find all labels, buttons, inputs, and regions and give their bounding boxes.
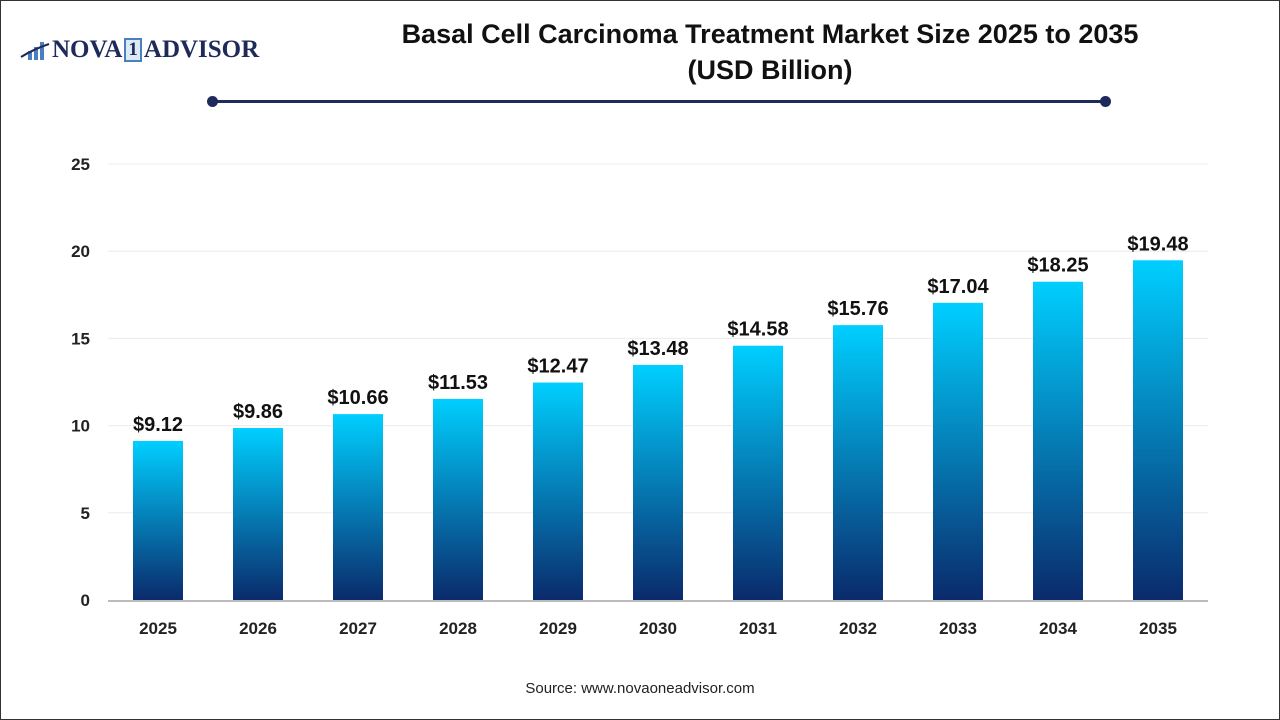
rule-dot-right (1100, 96, 1111, 107)
bar (833, 325, 883, 600)
bar (233, 428, 283, 600)
logo-text-one: 1 (124, 38, 142, 62)
bar (333, 414, 383, 600)
x-tick-label: 2032 (839, 619, 877, 638)
bar-chart-logo-icon (20, 42, 50, 60)
data-label: $10.66 (327, 387, 388, 409)
x-tick-label: 2029 (539, 619, 577, 638)
data-label: $9.12 (133, 414, 183, 436)
x-tick-label: 2034 (1039, 619, 1077, 638)
y-tick-label: 5 (81, 504, 90, 523)
data-label: $15.76 (827, 298, 888, 320)
data-label: $17.04 (927, 276, 989, 298)
data-label: $18.25 (1027, 255, 1088, 277)
x-tick-label: 2030 (639, 619, 677, 638)
logo-text-advisor: ADVISOR (143, 36, 260, 63)
bar (1133, 260, 1183, 600)
data-label: $14.58 (727, 319, 788, 341)
y-tick-label: 15 (71, 329, 90, 348)
x-tick-label: 2031 (739, 619, 777, 638)
chart-title: Basal Cell Carcinoma Treatment Market Si… (300, 16, 1240, 88)
bar (1033, 281, 1083, 600)
bar (433, 398, 483, 600)
bar (733, 345, 783, 600)
bar (133, 440, 183, 600)
source-note: Source: www.novaoneadvisor.com (525, 680, 755, 697)
y-tick-label: 25 (71, 155, 90, 174)
title-text: Basal Cell Carcinoma Treatment Market Si… (401, 19, 1139, 49)
bar (633, 364, 683, 600)
x-tick-label: 2035 (1139, 619, 1177, 638)
y-tick-label: 10 (71, 417, 90, 436)
x-tick-label: 2026 (239, 619, 277, 638)
y-tick-label: 20 (71, 242, 90, 261)
y-tick-label: 0 (81, 591, 90, 610)
data-label: $12.47 (527, 356, 588, 378)
data-label: $13.48 (627, 338, 688, 360)
x-tick-label: 2028 (439, 619, 477, 638)
x-tick-label: 2025 (139, 619, 177, 638)
logo-text-nova: NOVA (52, 36, 123, 63)
x-tick-label: 2027 (339, 619, 377, 638)
title-rule (213, 100, 1106, 103)
logo: NOVA 1 ADVISOR (20, 36, 259, 64)
data-label: $11.53 (428, 372, 488, 394)
bar (933, 302, 983, 600)
data-label: $9.86 (233, 401, 283, 423)
data-label: $19.48 (1127, 233, 1188, 255)
rule-dot-left (207, 96, 218, 107)
bar (533, 382, 583, 600)
x-tick-label: 2033 (939, 619, 977, 638)
subtitle-text: (USD Billion) (687, 55, 853, 85)
